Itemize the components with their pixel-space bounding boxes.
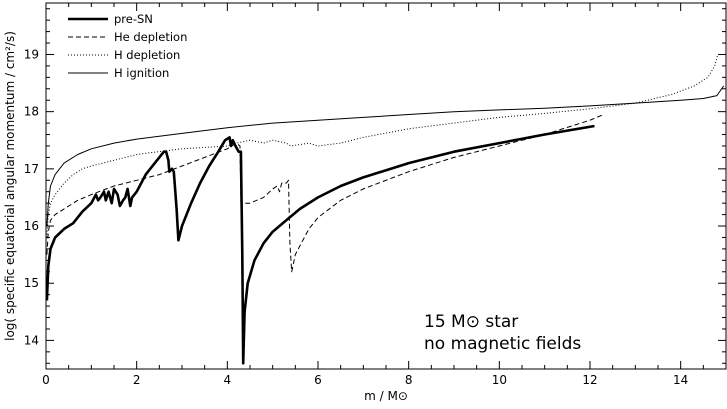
axis-ticks: 0 2 4 6 8 10 12 14 14 15 16 17 18 19 — [24, 3, 727, 387]
series-line-h-ignition — [46, 85, 725, 227]
series-line-h-depletion — [46, 54, 719, 238]
x-tick-label: 8 — [405, 373, 413, 387]
y-tick-label: 15 — [24, 276, 39, 290]
y-tick-label: 17 — [24, 162, 39, 176]
x-tick-label: 6 — [314, 373, 322, 387]
series-line-pre-sn — [45, 124, 595, 365]
legend-label: H ignition — [114, 66, 169, 80]
legend-label: pre-SN — [114, 12, 153, 26]
x-tick-label: 12 — [582, 373, 597, 387]
y-tick-label: 14 — [24, 333, 39, 347]
annotation-fields: no magnetic fields — [424, 334, 581, 354]
y-axis-title: log( specific equatorial angular momentu… — [3, 31, 17, 341]
legend-label: He depletion — [114, 30, 187, 44]
y-axis-title-text: log( specific equatorial angular momentu… — [3, 31, 17, 341]
x-tick-label: 2 — [133, 373, 141, 387]
x-axis-title-text: m / M⊙ — [364, 389, 408, 403]
series-line-he-depletion — [46, 114, 604, 273]
series-lines — [45, 54, 725, 365]
annotation-star: 15 M⊙ star — [424, 312, 518, 332]
y-tick-label: 19 — [24, 47, 39, 61]
x-tick-label: 4 — [224, 373, 232, 387]
y-tick-label: 18 — [24, 105, 39, 119]
x-tick-label: 14 — [673, 373, 688, 387]
legend-label: H depletion — [114, 48, 180, 62]
legend: pre-SN He depletion H depletion H ignition — [68, 12, 187, 80]
y-tick-label: 16 — [24, 219, 39, 233]
x-axis-title: m / M⊙ — [364, 389, 408, 403]
x-tick-label: 0 — [42, 373, 50, 387]
x-tick-label: 10 — [492, 373, 507, 387]
